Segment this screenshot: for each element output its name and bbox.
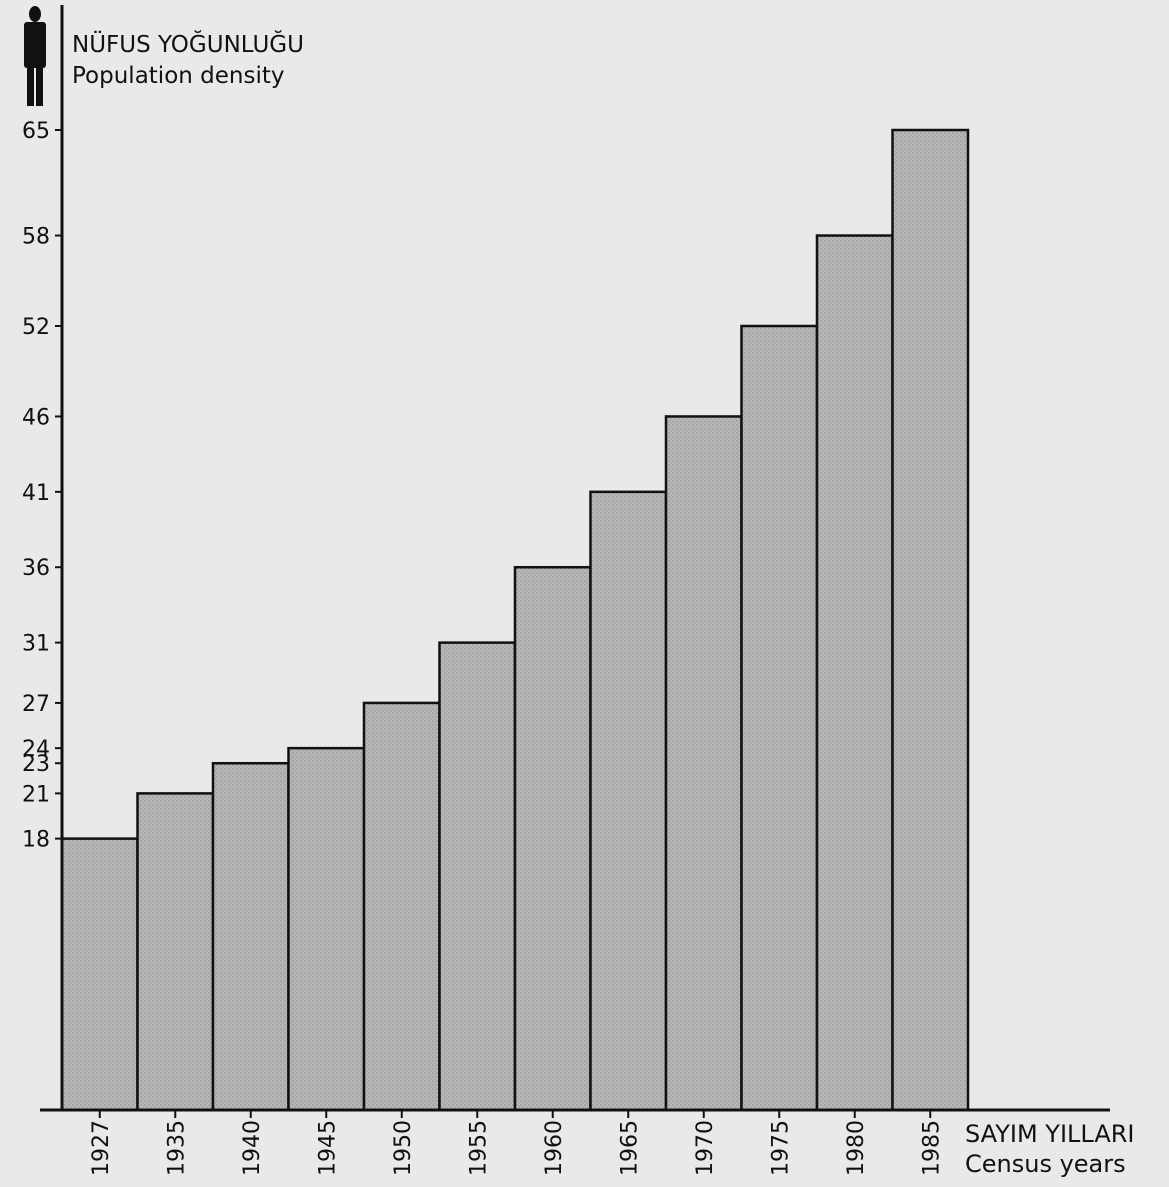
x-tick-label-1945: 1945 bbox=[315, 1120, 340, 1176]
x-axis-title-english: Census years bbox=[965, 1150, 1126, 1178]
bar-1955 bbox=[438, 641, 517, 1112]
bar-1960 bbox=[513, 565, 592, 1112]
bar-1985 bbox=[891, 128, 970, 1112]
y-tick-label: 41 bbox=[22, 481, 50, 506]
y-tick-label: 31 bbox=[22, 632, 50, 657]
bar-1927 bbox=[60, 837, 139, 1112]
x-tick-label-1955: 1955 bbox=[466, 1120, 491, 1176]
bar-1980 bbox=[815, 234, 894, 1112]
x-tick-label-1927: 1927 bbox=[89, 1120, 114, 1176]
bar-1975 bbox=[740, 324, 819, 1112]
x-tick-label-1935: 1935 bbox=[164, 1120, 189, 1176]
y-tick-label: 21 bbox=[22, 782, 50, 807]
x-tick-label-1950: 1950 bbox=[391, 1120, 416, 1176]
x-tick-label-1970: 1970 bbox=[693, 1120, 718, 1176]
y-tick-label: 27 bbox=[22, 692, 50, 717]
y-tick-label: 65 bbox=[22, 119, 50, 144]
y-tick-label: 23 bbox=[22, 752, 50, 777]
x-tick-label-1960: 1960 bbox=[542, 1120, 567, 1176]
bar-1935 bbox=[136, 792, 215, 1112]
x-tick-label-1965: 1965 bbox=[617, 1120, 642, 1176]
bar-1950 bbox=[362, 701, 441, 1112]
x-tick-label-1940: 1940 bbox=[240, 1120, 265, 1176]
y-tick-label: 58 bbox=[22, 225, 50, 250]
y-tick-label: 24 bbox=[22, 737, 50, 762]
x-tick-label-1975: 1975 bbox=[768, 1120, 793, 1176]
x-tick-label-1980: 1980 bbox=[844, 1120, 869, 1176]
bar-1940 bbox=[211, 761, 290, 1112]
y-tick-label: 18 bbox=[22, 828, 50, 853]
bar-1965 bbox=[589, 490, 668, 1112]
x-tick-label-1985: 1985 bbox=[919, 1120, 944, 1176]
y-axis-title-turkish: NÜFUS YOĞUNLUĞU bbox=[72, 30, 304, 58]
x-axis-title-turkish: SAYIM YILLARI bbox=[965, 1120, 1135, 1148]
y-axis-title-english: Population density bbox=[72, 63, 284, 89]
bar-1945 bbox=[287, 746, 366, 1112]
bar-1970 bbox=[664, 415, 743, 1112]
y-tick-label: 46 bbox=[22, 405, 50, 430]
person-silhouette-icon bbox=[24, 6, 46, 106]
y-tick-label: 36 bbox=[22, 556, 50, 581]
y-tick-label: 52 bbox=[22, 315, 50, 340]
